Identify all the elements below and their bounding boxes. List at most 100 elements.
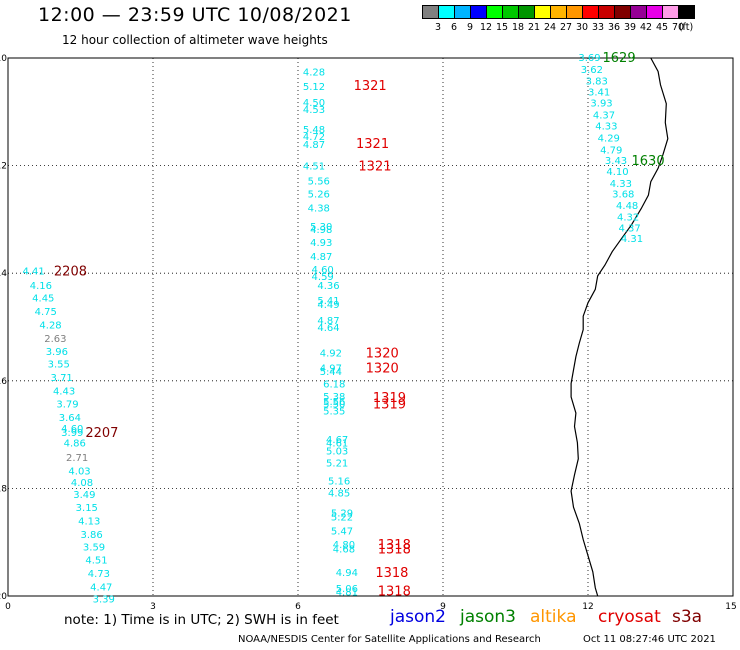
page-subtitle: 12 hour collection of altimeter wave hei… (62, 33, 328, 47)
color-scale-label: 33 (591, 22, 605, 33)
legend-altika: altika (530, 607, 577, 627)
wave-height-value: 5.50 (323, 399, 345, 410)
wave-height-value: 3.83 (586, 77, 608, 88)
x-tick-label: 12 (582, 602, 593, 612)
wave-height-value: 4.87 (310, 252, 332, 263)
wave-height-value: 4.50 (303, 98, 325, 109)
wave-height-value: 4.45 (32, 293, 54, 304)
pass-time-label: 1630 (632, 154, 665, 169)
wave-height-value: 3.64 (59, 413, 81, 424)
color-scale-label: 39 (623, 22, 637, 33)
wave-height-value: 5.06 (336, 584, 358, 595)
wave-height-value: 3.69 (578, 53, 600, 64)
pass-time-label: 1321 (354, 79, 387, 94)
wave-height-value: 4.28 (39, 320, 61, 331)
wave-height-value: 3.86 (81, 530, 103, 541)
x-tick-label: 3 (150, 602, 156, 612)
wave-height-value: 4.37 (593, 110, 615, 121)
wave-height-value: 4.98 (310, 225, 332, 236)
wave-height-value: 4.80 (333, 540, 355, 551)
pass-time-label: 2207 (85, 426, 118, 441)
y-tick-label: -14 (0, 269, 7, 279)
footer-note: note: 1) Time is in UTC; 2) SWH is in fe… (64, 612, 339, 628)
wave-height-value: 4.51 (303, 162, 325, 173)
credit-text: NOAA/NESDIS Center for Satellite Applica… (238, 634, 541, 645)
wave-height-value: 3.68 (612, 190, 634, 201)
color-scale-label: 36 (607, 22, 621, 33)
color-scale-label: 27 (559, 22, 573, 33)
wave-height-value: 4.68 (333, 545, 355, 556)
color-scale-label: 42 (639, 22, 653, 33)
color-scale-label: (ft) (678, 22, 694, 33)
wave-height-value: 4.32 (617, 213, 639, 224)
color-scale-label: 12 (479, 22, 493, 33)
pass-time-label: 2208 (54, 265, 87, 280)
color-scale-label: 21 (527, 22, 541, 33)
wave-height-value: 5.26 (308, 190, 330, 201)
wave-height-value: 4.93 (310, 238, 332, 249)
wave-height-value: 3.99 (61, 428, 83, 439)
wave-height-value: 5.16 (328, 476, 350, 487)
wave-height-value: 5.03 (326, 447, 348, 458)
color-scale-label: 15 (495, 22, 509, 33)
legend-jason3: jason3 (460, 607, 516, 627)
wave-height-value: 3.62 (581, 65, 603, 76)
y-tick-label: -10 (0, 54, 7, 64)
wave-height-value: 4.38 (308, 204, 330, 215)
wave-height-value: 6.18 (323, 379, 345, 390)
pass-time-label: 1318 (378, 543, 411, 558)
pass-time-label: 1321 (358, 160, 391, 175)
x-tick-label: 6 (295, 602, 301, 612)
wave-height-value: 5.47 (331, 526, 353, 537)
wave-height-value: 4.81 (336, 588, 358, 599)
color-scale-label: 3 (434, 22, 442, 33)
wave-height-value: 4.49 (317, 300, 339, 311)
wave-height-value: 3.43 (605, 156, 627, 167)
pass-time-label: 1318 (375, 566, 408, 581)
wave-height-value: 3.41 (588, 87, 610, 98)
wave-height-value: 5.21 (326, 459, 348, 470)
color-scale-legend (422, 5, 695, 19)
wave-height-value: 3.49 (73, 490, 95, 501)
wave-height-value: 3.96 (46, 347, 68, 358)
y-tick-label: -16 (0, 377, 7, 387)
wave-height-value: 4.48 (616, 201, 638, 212)
pass-time-label: 1318 (378, 585, 411, 600)
credit-timestamp: Oct 11 08:27:46 UTC 2021 (583, 634, 716, 645)
wave-height-value: 5.35 (323, 406, 345, 417)
coastline (570, 57, 669, 597)
wave-height-value: 4.37 (618, 223, 640, 234)
wave-height-value: 4.03 (68, 467, 90, 478)
wave-height-value: 4.28 (303, 67, 325, 78)
wave-height-value: 5.56 (323, 397, 345, 408)
wave-height-value: 4.29 (598, 134, 620, 145)
wave-height-value: 5.38 (323, 392, 345, 403)
page-title: 12:00 — 23:59 UTC 10/08/2021 (38, 4, 352, 26)
wave-height-value: 3.55 (48, 360, 70, 371)
pass-time-label: 1318 (378, 538, 411, 553)
wave-height-value: 2.71 (66, 453, 88, 464)
wave-height-value: 3.39 (93, 595, 115, 606)
wave-height-value: 3.59 (83, 543, 105, 554)
y-tick-label: -18 (0, 484, 7, 494)
pass-time-label: 1319 (373, 391, 406, 406)
wave-height-value: 4.33 (610, 179, 632, 190)
wave-height-value: 3.15 (76, 503, 98, 514)
color-scale-label: 70 (671, 22, 685, 33)
wave-height-value: 4.60 (61, 424, 83, 435)
wave-height-value: 4.85 (328, 489, 350, 500)
wave-height-value: 5.29 (331, 509, 353, 520)
wave-height-value: 5.22 (331, 512, 353, 523)
pass-time-label: 1319 (373, 397, 406, 412)
wave-height-value: 4.72 (303, 132, 325, 143)
wave-height-value: 4.64 (317, 323, 339, 334)
wave-height-value: 4.33 (595, 121, 617, 132)
wave-height-value: 4.73 (88, 569, 110, 580)
wave-height-value: 4.43 (53, 386, 75, 397)
color-scale-label: 18 (511, 22, 525, 33)
y-tick-label: -20 (0, 592, 7, 602)
wave-height-value: 4.59 (312, 272, 334, 283)
color-swatch (678, 5, 695, 19)
